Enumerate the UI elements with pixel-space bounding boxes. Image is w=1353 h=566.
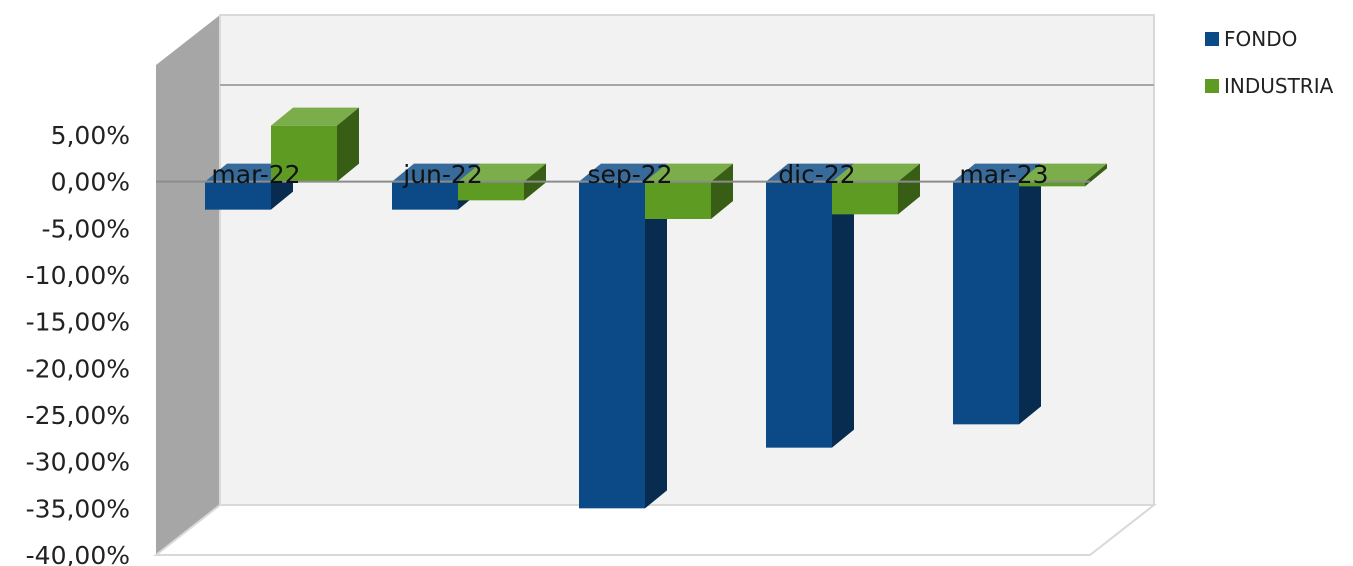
bar-front bbox=[205, 181, 271, 210]
y-tick-label: -5,00% bbox=[42, 214, 130, 243]
bar-front bbox=[953, 181, 1019, 425]
bar-top bbox=[1019, 163, 1107, 182]
bar-front bbox=[1019, 181, 1085, 187]
legend-swatch bbox=[1205, 32, 1219, 46]
y-tick-label: -30,00% bbox=[26, 448, 130, 477]
bar-top bbox=[271, 107, 359, 126]
bar-top bbox=[392, 163, 480, 182]
bar-side bbox=[645, 163, 667, 509]
legend: FONDO INDUSTRIA bbox=[1205, 27, 1334, 98]
bar-front bbox=[832, 181, 898, 215]
bar-side bbox=[711, 163, 733, 219]
bar-side bbox=[1019, 163, 1041, 425]
y-tick-label: -15,00% bbox=[26, 308, 130, 337]
legend-label: INDUSTRIA bbox=[1224, 74, 1334, 98]
bar-top bbox=[953, 163, 1041, 182]
floor bbox=[153, 504, 1157, 556]
bar-side bbox=[898, 163, 920, 215]
bar-top bbox=[766, 163, 854, 182]
bar-industria-mar-23 bbox=[1019, 163, 1107, 187]
bar-front bbox=[579, 181, 645, 509]
bar-industria-sep-22 bbox=[645, 163, 733, 219]
category-label: mar-23 bbox=[959, 160, 1048, 189]
bar-side bbox=[832, 163, 854, 448]
y-tick-label: -10,00% bbox=[26, 261, 130, 290]
y-axis: 5,00% 0,00% -5,00% -10,00% -15,00% -20,00% -25… bbox=[26, 121, 130, 566]
y-tick-label: -20,00% bbox=[26, 354, 130, 383]
y-tick-label: 0,00% bbox=[51, 168, 130, 197]
bar-top bbox=[579, 163, 667, 182]
category-label: jun-22 bbox=[402, 160, 482, 189]
bar-top bbox=[645, 163, 733, 182]
category-label: sep-22 bbox=[587, 160, 672, 189]
bar-side bbox=[1085, 163, 1107, 187]
y-tick-label: 5,00% bbox=[51, 121, 130, 150]
legend-swatch bbox=[1205, 79, 1219, 93]
y-tick-label: -25,00% bbox=[26, 401, 130, 430]
bars bbox=[156, 107, 1107, 509]
bar-front bbox=[458, 181, 524, 201]
bar-front bbox=[766, 181, 832, 448]
bar-front bbox=[645, 181, 711, 219]
bar-fondo-sep-22 bbox=[579, 163, 667, 509]
legend-label: FONDO bbox=[1224, 27, 1297, 51]
category-label: dic-22 bbox=[778, 160, 855, 189]
bar-front bbox=[271, 125, 337, 182]
bar-top bbox=[458, 163, 546, 182]
side-wall bbox=[156, 15, 220, 555]
bar-fondo-dic-22 bbox=[766, 163, 854, 448]
category-label: mar-22 bbox=[211, 160, 300, 189]
y-tick-label: -40,00% bbox=[26, 541, 130, 566]
bar-industria-jun-22 bbox=[458, 163, 546, 201]
bar-industria-mar-22 bbox=[271, 107, 359, 182]
bar-side bbox=[337, 107, 359, 182]
category-labels: mar-22 jun-22 sep-22 dic-22 mar-23 bbox=[211, 160, 1048, 189]
bar-fondo-mar-23 bbox=[953, 163, 1041, 425]
y-tick-label: -35,00% bbox=[26, 494, 130, 523]
bar-front bbox=[392, 181, 458, 210]
bar-industria-dic-22 bbox=[832, 163, 920, 215]
bar-top bbox=[832, 163, 920, 182]
